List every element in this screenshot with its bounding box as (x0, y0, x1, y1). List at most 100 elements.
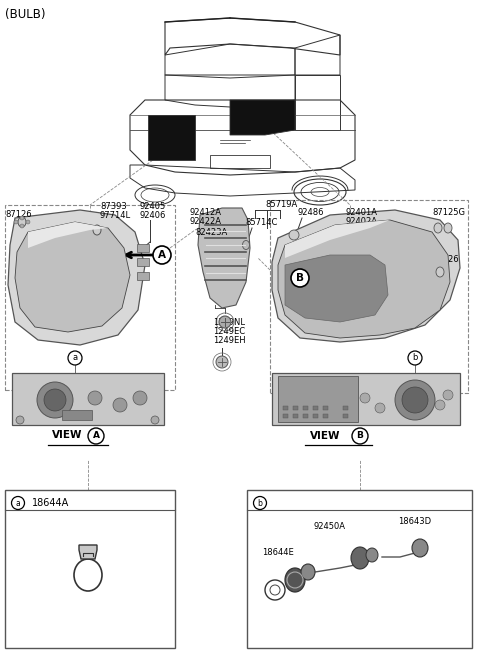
Circle shape (16, 416, 24, 424)
Ellipse shape (74, 559, 102, 591)
Polygon shape (230, 100, 295, 135)
Text: 92412A: 92412A (190, 208, 222, 217)
Polygon shape (285, 220, 390, 258)
Circle shape (219, 316, 231, 328)
Text: 18644A: 18644A (32, 498, 69, 508)
Text: B: B (357, 432, 363, 440)
Text: 92422A: 92422A (190, 217, 222, 226)
Circle shape (20, 216, 24, 220)
Bar (283, 414, 288, 418)
Bar (137, 258, 149, 266)
Bar (293, 406, 298, 410)
Ellipse shape (351, 547, 369, 569)
Bar (278, 376, 358, 422)
Text: A: A (158, 250, 166, 260)
Circle shape (265, 580, 285, 600)
Bar (343, 414, 348, 418)
Circle shape (253, 497, 266, 510)
Text: 92401A: 92401A (345, 208, 377, 217)
Text: 18644E: 18644E (262, 548, 294, 557)
Circle shape (375, 403, 385, 413)
Text: a: a (16, 499, 20, 508)
Text: VIEW: VIEW (310, 431, 340, 441)
Bar (313, 414, 318, 418)
Text: B: B (296, 273, 304, 283)
Polygon shape (15, 222, 130, 332)
Text: 92486: 92486 (298, 208, 324, 217)
Text: 1249NL: 1249NL (213, 318, 245, 327)
Bar (272, 373, 460, 425)
Text: 92405: 92405 (140, 202, 166, 211)
Circle shape (408, 351, 422, 365)
Circle shape (12, 497, 24, 510)
Circle shape (291, 269, 309, 287)
Text: 87125G: 87125G (432, 208, 465, 217)
Polygon shape (28, 222, 108, 248)
Bar (5, 490, 175, 648)
Text: 92450A: 92450A (314, 522, 346, 531)
Text: 85714C: 85714C (245, 218, 277, 227)
Circle shape (443, 390, 453, 400)
Bar (247, 490, 472, 648)
Bar (303, 406, 308, 410)
Polygon shape (148, 115, 195, 160)
Ellipse shape (444, 223, 452, 233)
Circle shape (360, 393, 370, 403)
Ellipse shape (285, 568, 305, 592)
Circle shape (14, 220, 18, 224)
Bar (283, 406, 288, 410)
Text: 18643D: 18643D (398, 517, 432, 526)
Text: a: a (72, 354, 78, 363)
Text: 92402A: 92402A (345, 217, 377, 226)
Text: 82423A: 82423A (195, 228, 227, 237)
Ellipse shape (434, 223, 442, 233)
Bar (270, 200, 468, 393)
Bar (62, 410, 92, 420)
Circle shape (88, 391, 102, 405)
Bar (5, 205, 175, 390)
Text: 1249EC: 1249EC (213, 327, 245, 336)
Circle shape (26, 220, 30, 224)
Ellipse shape (18, 217, 26, 227)
Polygon shape (8, 210, 145, 345)
Bar (343, 406, 348, 410)
Circle shape (153, 246, 171, 264)
Text: 87126: 87126 (432, 255, 458, 264)
Text: 87393: 87393 (100, 202, 127, 211)
Polygon shape (79, 545, 97, 559)
Circle shape (289, 230, 299, 240)
Text: 97714L: 97714L (100, 211, 131, 220)
Circle shape (37, 382, 73, 418)
Text: 92406: 92406 (140, 211, 167, 220)
Circle shape (151, 416, 159, 424)
Polygon shape (278, 220, 450, 338)
Circle shape (133, 391, 147, 405)
Circle shape (68, 351, 82, 365)
Ellipse shape (412, 539, 428, 557)
Bar (293, 414, 298, 418)
Bar (137, 272, 149, 280)
Circle shape (88, 428, 104, 444)
Polygon shape (285, 255, 388, 322)
Ellipse shape (436, 267, 444, 277)
Text: 1249EH: 1249EH (213, 336, 246, 345)
Circle shape (402, 387, 428, 413)
Ellipse shape (301, 564, 315, 580)
Bar (137, 244, 149, 252)
Text: (BULB): (BULB) (5, 8, 46, 21)
Text: A: A (93, 432, 99, 440)
Circle shape (435, 400, 445, 410)
Bar (313, 406, 318, 410)
Circle shape (395, 380, 435, 420)
Circle shape (216, 356, 228, 368)
Ellipse shape (93, 225, 101, 235)
Text: b: b (258, 499, 263, 508)
Text: VIEW: VIEW (52, 430, 83, 440)
Circle shape (270, 585, 280, 595)
Polygon shape (198, 208, 250, 308)
Text: 85719A: 85719A (265, 200, 297, 209)
Ellipse shape (366, 548, 378, 562)
Polygon shape (272, 210, 460, 342)
Bar (12, 373, 164, 425)
Bar (303, 414, 308, 418)
